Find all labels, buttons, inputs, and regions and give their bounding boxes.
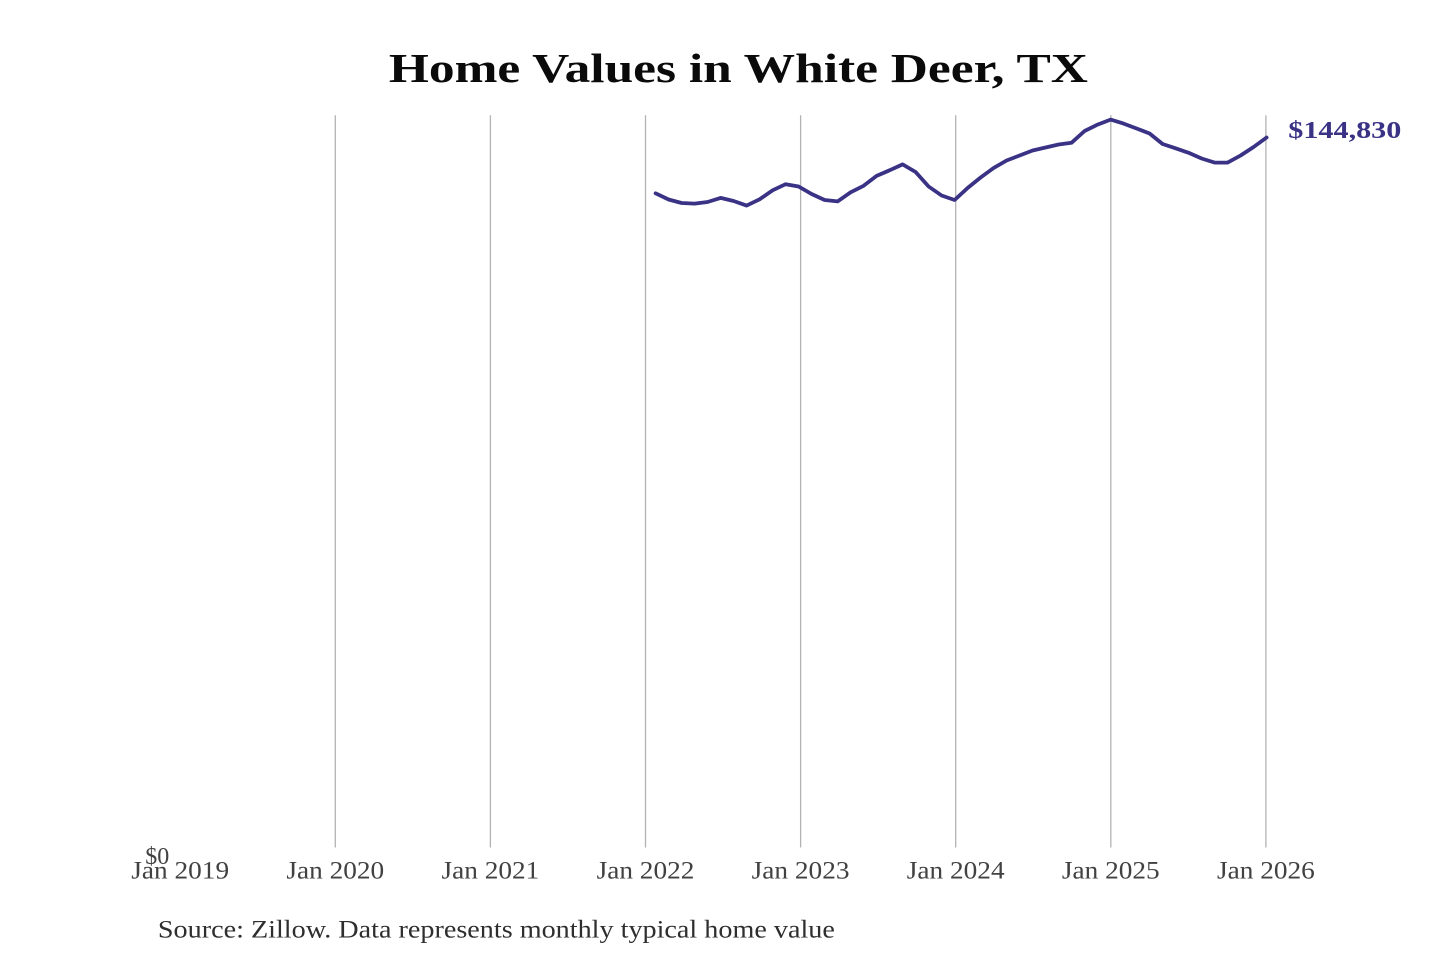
svg-text:Source: Zillow. Data represent: Source: Zillow. Data represents monthly … — [158, 916, 835, 943]
svg-text:Jan 2026: Jan 2026 — [1217, 858, 1315, 885]
svg-text:Jan 2020: Jan 2020 — [286, 858, 384, 885]
svg-text:$0: $0 — [145, 844, 169, 870]
svg-text:Jan 2024: Jan 2024 — [907, 858, 1005, 885]
svg-text:Jan 2025: Jan 2025 — [1062, 858, 1160, 885]
svg-text:Home Values in White Deer, TX: Home Values in White Deer, TX — [389, 45, 1088, 91]
svg-text:Jan 2021: Jan 2021 — [442, 858, 540, 885]
svg-text:Jan 2019: Jan 2019 — [131, 858, 229, 885]
svg-text:$144,830: $144,830 — [1288, 117, 1401, 144]
svg-text:Jan 2022: Jan 2022 — [597, 858, 695, 885]
svg-text:Jan 2023: Jan 2023 — [752, 858, 850, 885]
